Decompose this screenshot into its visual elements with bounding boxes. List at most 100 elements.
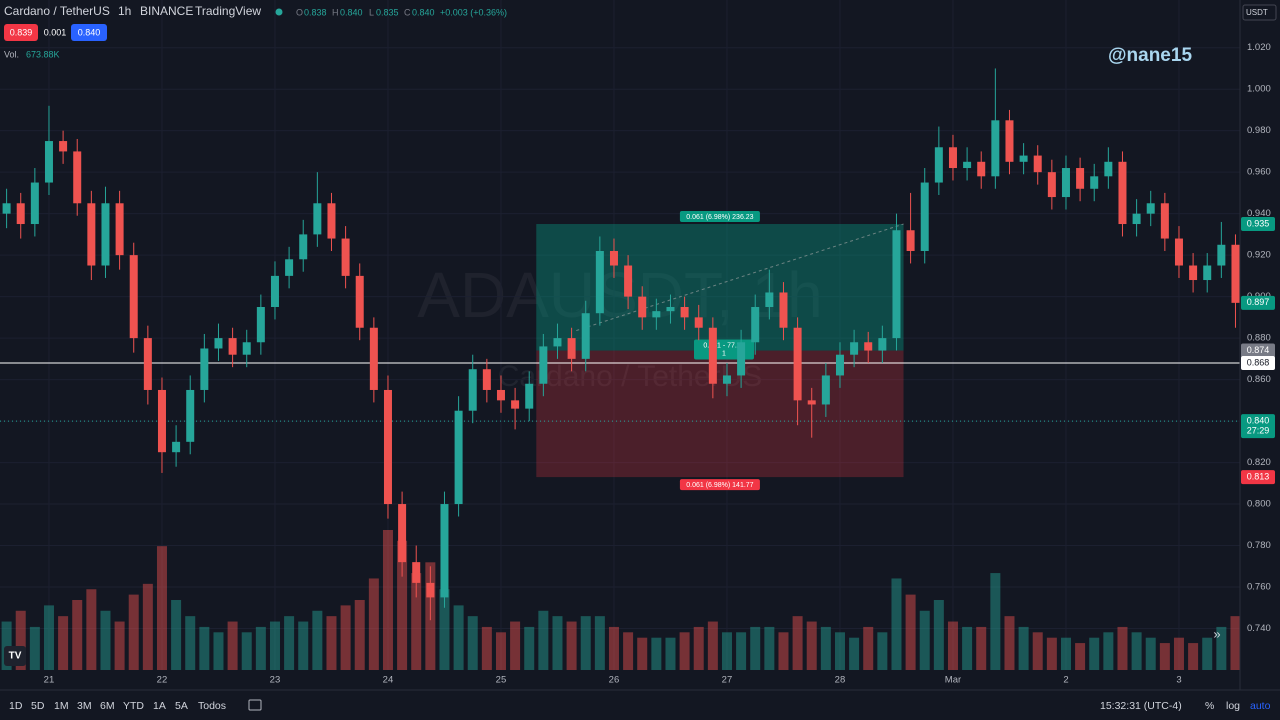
y-tick-label: 0.880 [1247,333,1271,344]
range-button[interactable]: Todos [198,700,226,712]
toolbar-bg [0,690,1280,720]
volume-bar [736,632,747,670]
spread: 0.001 [44,27,67,37]
bid-box[interactable] [4,24,38,41]
volume-bar [312,610,323,670]
y-tick-label: 1.000 [1247,84,1271,95]
volume-bar [990,573,1001,670]
candle-body [751,306,760,343]
volume-bar [947,621,958,670]
author: @nane15 [1108,45,1192,66]
candle-body [73,151,82,204]
range-button[interactable]: 1D [9,700,23,712]
currency: USDT [1246,8,1268,17]
volume-bar [566,621,577,670]
candle-body [920,182,929,251]
volume-label: Vol. [4,49,19,59]
candle-body [977,161,986,177]
candle-body [694,317,703,328]
candle-body [1033,155,1042,173]
y-tick-label: 0.940 [1247,208,1271,219]
candle-body [1217,244,1226,266]
volume-bar [284,616,295,670]
x-tick-label: 2 [1063,675,1068,686]
candle-body [313,203,322,235]
ohlc-value: 0.840 [412,7,435,17]
volume-bar [467,616,478,670]
status-dot [275,8,283,16]
candle-body [299,234,308,260]
header: Cardano / TetherUS 1h BINANCE TradingVie… [4,4,1277,66]
range-button[interactable]: YTD [123,700,144,712]
auto-toggle[interactable]: auto [1250,700,1271,712]
volume-bar [877,632,888,670]
center-sublabel: 1 [722,350,726,357]
tv-logo[interactable] [4,646,26,666]
stop-label-box [679,479,760,491]
log-toggle[interactable]: log [1226,700,1240,712]
volume-bar [637,637,648,670]
volume-bar [594,616,605,670]
volume-bar [43,605,54,670]
candle-body [468,369,477,411]
volume-bar [1089,637,1100,670]
price-label-box [1241,414,1275,439]
symbol[interactable]: Cardano / TetherUS [4,4,110,18]
price-label-box [1241,217,1275,232]
volume-bar [891,578,902,670]
range-button[interactable]: 6M [100,700,115,712]
range-button[interactable]: 1M [54,700,69,712]
candle-body [285,259,294,276]
percent-toggle[interactable]: % [1205,700,1214,712]
volume-bar [1173,637,1184,670]
range-button[interactable]: 3M [77,700,92,712]
candle-body [1090,176,1099,189]
y-tick-label: 0.820 [1247,457,1271,468]
ohlc-key: O [296,7,303,17]
volume-bar [651,637,662,670]
volume-bar [863,626,874,670]
target-label-box [679,211,760,223]
y-tick-label: 0.800 [1247,499,1271,510]
scroll-button[interactable]: » [1213,626,1220,641]
x-tick-label: 3 [1176,675,1181,686]
candle-body [1019,155,1028,162]
volume-bar [834,632,845,670]
volume-bar [976,626,987,670]
candle-body [652,311,661,318]
ask-box[interactable] [71,24,107,41]
x-tick-label: 22 [157,675,168,686]
price-label: 0.813 [1247,471,1270,481]
candle-body [454,410,463,505]
candle-body [567,338,576,359]
volume-bar [29,626,40,670]
x-tick-label: Mar [945,675,961,686]
candle-body [242,342,251,355]
x-tick-label: 27 [722,675,733,686]
volume-bar [721,632,732,670]
currency-select[interactable] [1242,4,1277,21]
volume-bar [806,621,817,670]
candle-body [624,265,633,297]
range-button[interactable]: 5A [175,700,188,712]
range-button[interactable]: 5D [31,700,45,712]
volume-bar [1,621,12,670]
candle-body [666,306,675,312]
volume-bar [510,621,521,670]
candle-body [101,203,110,266]
candle-body [525,383,534,409]
x-tick-label: 21 [44,675,55,686]
x-tick-label: 24 [383,675,394,686]
volume-bar [128,594,139,670]
interval[interactable]: 1h [118,4,131,18]
y-tick-label: 0.920 [1247,250,1271,261]
volume-bar [764,626,775,670]
candle-body [1005,120,1014,162]
candle-body [708,327,717,384]
volume-bar [1004,616,1015,670]
range-button[interactable]: 1A [153,700,166,712]
candle-body [1203,265,1212,281]
date-range-icon[interactable] [248,699,262,711]
volume-bar [185,616,196,670]
